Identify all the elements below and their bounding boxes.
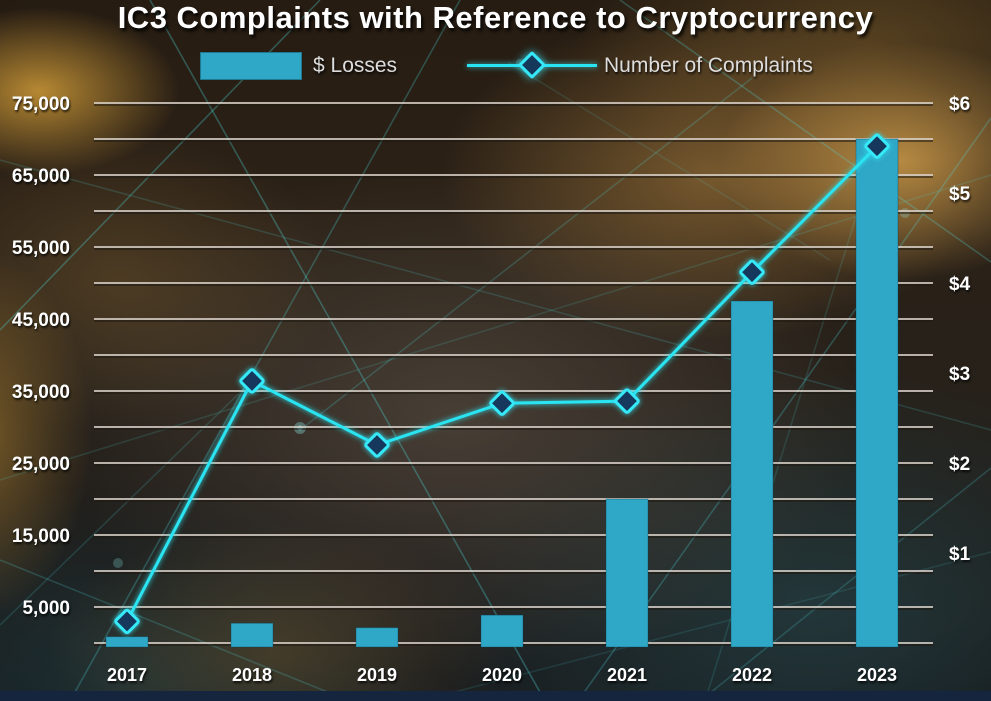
x-axis-label-2017: 2017 (107, 665, 147, 685)
marker-2019 (364, 432, 390, 458)
bar-2020 (480, 614, 524, 648)
x-axis-label-2018: 2018 (232, 665, 272, 685)
bottom-accent-strip (0, 691, 991, 701)
left-axis-tick: 65,000 (12, 166, 70, 187)
left-axis-tick: 25,000 (12, 454, 70, 475)
marker-2020 (489, 390, 515, 416)
marker-2021 (614, 388, 640, 414)
left-axis-tick: 5,000 (22, 598, 70, 619)
x-axis-label-2019: 2019 (357, 665, 397, 685)
bar-2021 (605, 498, 649, 648)
bar-2022 (730, 300, 774, 648)
legend-losses-swatch (200, 52, 302, 80)
left-axis-tick: 75,000 (12, 94, 70, 115)
x-axis-label-2021: 2021 (607, 665, 647, 685)
bar-2023 (855, 138, 899, 648)
marker-2022 (739, 259, 765, 285)
right-axis-tick: $1 (949, 544, 971, 565)
right-axis-tick: $6 (949, 94, 970, 115)
bar-2017 (105, 636, 149, 648)
legend-complaints-swatch (467, 50, 597, 80)
right-axis-tick: $5 (949, 184, 971, 205)
left-axis-tick: 45,000 (12, 310, 70, 331)
marker-2018 (239, 368, 265, 394)
bar-2018 (230, 622, 274, 648)
bars-group (105, 138, 899, 648)
left-axis-tick: 35,000 (12, 382, 70, 403)
left-axis-tick: 15,000 (12, 526, 70, 547)
legend-complaints-label: Number of Complaints (604, 54, 813, 77)
right-axis-tick: $3 (949, 364, 970, 385)
markers-group (114, 133, 890, 635)
chart-title: IC3 Complaints with Reference to Cryptoc… (117, 0, 874, 35)
bar-2019 (355, 627, 399, 648)
x-axis-label-2022: 2022 (732, 665, 772, 685)
marker-2023 (864, 133, 890, 159)
axis-labels-group: 75,000 65,000 55,000 45,000 35,000 25,000 15,0… (12, 94, 971, 685)
gridlines-group (94, 102, 933, 646)
legend-losses-label: $ Losses (313, 54, 398, 77)
marker-2017 (114, 608, 140, 635)
right-axis-tick: $4 (949, 274, 971, 295)
left-axis-tick: 55,000 (12, 238, 70, 259)
x-axis-label-2023: 2023 (857, 665, 897, 685)
right-axis-tick: $2 (949, 454, 970, 475)
x-axis-label-2020: 2020 (482, 665, 522, 685)
